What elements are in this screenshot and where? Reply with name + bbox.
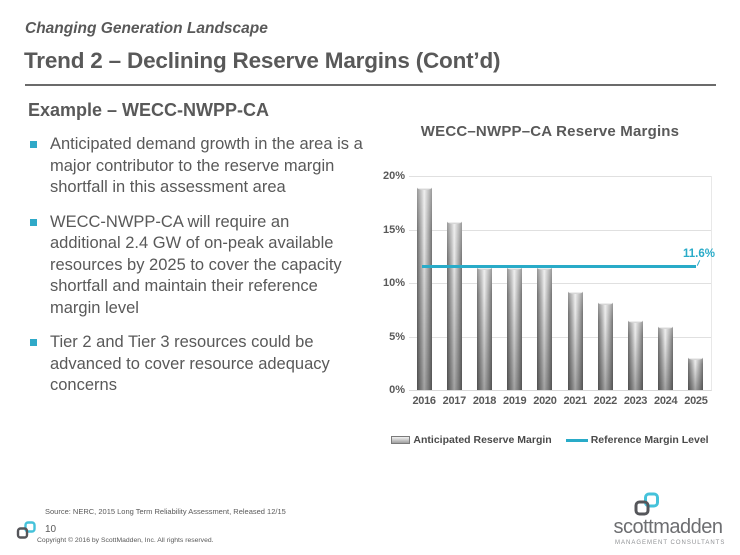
x-axis-tick-label: 2025	[684, 395, 708, 407]
page-number: 10	[45, 524, 57, 535]
bar-2017	[446, 218, 462, 390]
bar-2019	[507, 264, 523, 390]
chart-legend: Anticipated Reserve Margin Reference Mar…	[383, 434, 717, 446]
gridline	[409, 283, 711, 284]
scottmadden-logo-icon	[632, 492, 662, 523]
x-axis-tick-label: 2019	[503, 395, 527, 407]
bar-2022	[597, 300, 613, 390]
bullet-item-3: Tier 2 and Tier 3 resources could be adv…	[28, 332, 364, 397]
chart-plot	[409, 176, 712, 391]
y-axis-tick-label: 10%	[383, 277, 406, 289]
x-axis-tick-label: 2020	[533, 395, 557, 407]
bullet-square-icon	[30, 141, 37, 148]
bar-2018	[477, 264, 492, 390]
y-axis-tick-label: 15%	[383, 223, 406, 236]
x-axis-tick-label: 2023	[623, 395, 648, 407]
bullet-list: Anticipated demand growth in the area is…	[28, 134, 364, 410]
content-heading: Example – WECC-NWPP-CA	[28, 100, 270, 120]
y-axis-tick-label: 0%	[389, 384, 405, 396]
y-axis-tick-label: 5%	[389, 330, 405, 343]
y-axis-tick-label: 20%	[383, 170, 406, 182]
bar-2020	[537, 264, 553, 390]
bar-2025	[688, 354, 704, 390]
x-axis-tick-label: 2016	[412, 395, 436, 407]
bullet-square-icon	[30, 339, 37, 346]
bullet-square-icon	[30, 218, 37, 226]
reference-line-connector	[696, 259, 701, 266]
gridline	[409, 229, 711, 231]
bullet-item-2: WECC-NWPP-CA will require an additional …	[28, 212, 364, 320]
bullet-text: Tier 2 and Tier 3 resources could be adv…	[50, 333, 330, 394]
scottmadden-mark-icon	[16, 521, 37, 545]
legend-item-anticipated-reserve-margin: Anticipated Reserve Margin	[391, 434, 552, 446]
legend-label: Anticipated Reserve Margin	[413, 434, 552, 446]
legend-item-reference-margin-level: Reference Margin Level	[565, 434, 709, 446]
brand-subrow: MANAGEMENT CONSULTANTS	[611, 540, 726, 546]
source-note: Source: NERC, 2015 Long Term Reliability…	[45, 507, 286, 516]
chart-title: WECC–NWPP–CA Reserve Margins	[420, 123, 680, 140]
gridline	[409, 336, 711, 338]
bullet-text: Anticipated demand growth in the area is…	[50, 135, 363, 196]
bullet-item-1: Anticipated demand growth in the area is…	[28, 134, 364, 199]
scottmadden-wordmark: scottmadden	[613, 516, 723, 538]
gridline	[409, 176, 711, 177]
bar-2021	[567, 288, 583, 390]
reference-margin-line	[422, 264, 696, 268]
bullet-text: WECC-NWPP-CA will require an additional …	[50, 212, 342, 317]
bar-2024	[658, 323, 674, 390]
bar-2016	[416, 184, 432, 390]
bar-2023	[628, 318, 643, 390]
brand-subtext: MANAGEMENT CONSULTANTS	[615, 540, 726, 546]
title-divider	[25, 84, 716, 86]
slide-eyebrow: Changing Generation Landscape	[25, 20, 268, 37]
x-axis-tick-label: 2021	[563, 395, 587, 407]
x-axis-tick-label: 2018	[472, 395, 497, 407]
bar-swatch-icon	[391, 436, 411, 444]
copyright-note: Copyright © 2016 by ScottMadden, Inc. Al…	[37, 537, 214, 544]
reference-line-value-label: 11.6%	[683, 248, 715, 260]
legend-label: Reference Margin Level	[590, 434, 709, 446]
x-axis-tick-label: 2022	[593, 395, 618, 407]
x-axis-tick-label: 2024	[654, 395, 678, 407]
chart: WECC–NWPP–CA Reserve Margins 11.6% 0% 5% 1…	[383, 119, 717, 419]
slide-title: Trend 2 – Declining Reserve Margins (Con…	[24, 48, 501, 73]
line-swatch-icon	[565, 438, 588, 442]
x-axis-tick-label: 2017	[442, 395, 467, 407]
